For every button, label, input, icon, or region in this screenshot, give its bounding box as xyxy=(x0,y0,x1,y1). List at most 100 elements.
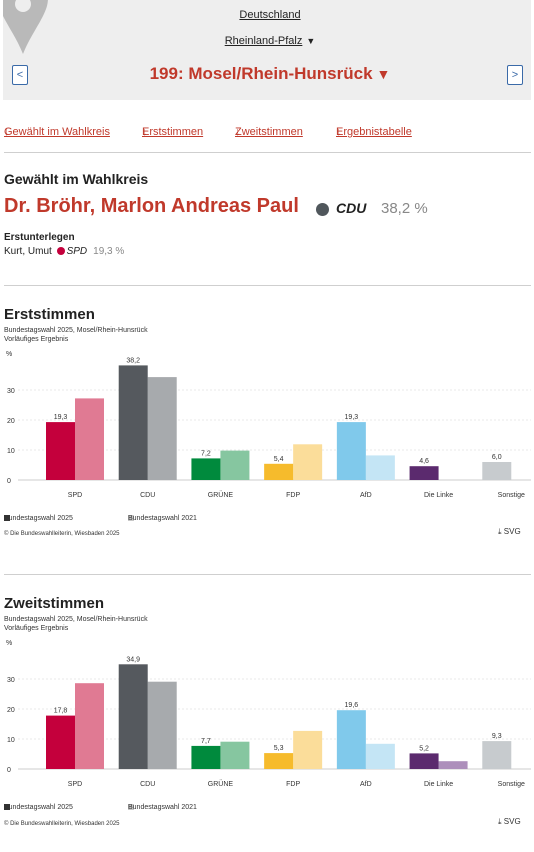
legend-swatch xyxy=(4,515,10,521)
legend-label: Bundestagswahl 2025 xyxy=(4,804,73,811)
elected-candidate-name: Dr. Bröhr, Marlon Andreas Paul xyxy=(4,195,299,217)
breadcrumb-state-label: Rheinland-Pfalz xyxy=(224,35,303,47)
x-tick-label: AfD xyxy=(360,492,372,499)
breadcrumb-state[interactable]: Rheinland-Pfalz ▼ xyxy=(3,35,531,47)
data-label: 7,7 xyxy=(201,738,211,745)
x-tick-label: FDP xyxy=(286,781,300,788)
x-tick-label: CDU xyxy=(140,781,155,788)
chart-title-zweitstimmen: Zweitstimmen xyxy=(4,595,105,612)
data-label: 19,3 xyxy=(345,414,359,421)
runnerup-name: Kurt, Umut xyxy=(4,246,52,257)
x-tick-label: SPD xyxy=(68,781,82,788)
x-tick-label: Sonstige xyxy=(498,492,525,499)
svg-download-link[interactable]: ⤓ SVG xyxy=(498,527,521,537)
legend-label: Bundestagswahl 2021 xyxy=(128,515,197,522)
next-wahlkreis-button[interactable]: > xyxy=(507,65,523,85)
bar-2021[interactable] xyxy=(220,741,250,769)
data-label: 19,3 xyxy=(54,414,68,421)
download-icon: ⤓ xyxy=(498,817,502,826)
bar-2025[interactable] xyxy=(118,664,148,769)
data-label: 5,4 xyxy=(274,456,284,463)
chart-subtitle: Bundestagswahl 2025, Mosel/Rhein-Hunsrüc… xyxy=(4,615,148,633)
data-label: 6,0 xyxy=(492,454,502,461)
svg-download-link[interactable]: ⤓ SVG xyxy=(498,817,521,827)
x-tick-label: Die Linke xyxy=(424,781,453,788)
legend-label: Bundestagswahl 2021 xyxy=(128,804,197,811)
bar-2025[interactable] xyxy=(336,710,366,769)
elected-heading: Gewählt im Wahlkreis xyxy=(4,171,149,187)
runnerup-party: SPD xyxy=(66,246,88,257)
bar-2021[interactable] xyxy=(147,377,177,480)
jumplink-label: Erststimmen xyxy=(142,126,204,138)
bar-2025[interactable] xyxy=(191,458,221,480)
divider xyxy=(4,285,531,286)
bar-2025[interactable] xyxy=(46,422,75,480)
data-label: 38,2 xyxy=(126,357,140,364)
data-label: 19,6 xyxy=(345,702,359,709)
chart-subtitle-line: Vorläufiges Ergebnis xyxy=(4,336,69,343)
x-tick-label: Die Linke xyxy=(424,492,453,499)
bar-2025[interactable] xyxy=(264,753,294,769)
download-icon: ⤓ xyxy=(498,527,502,536)
chevron-left-icon: < xyxy=(16,69,24,81)
arrow-down-icon: ↓ xyxy=(142,126,148,138)
x-tick-label: FDP xyxy=(286,492,300,499)
bar-2025[interactable] xyxy=(264,463,294,480)
bar-2025[interactable] xyxy=(191,745,221,769)
bar-2025[interactable] xyxy=(336,422,366,480)
chevron-right-icon: > xyxy=(511,69,519,81)
chevron-down-icon: ▼ xyxy=(306,36,316,46)
erststimmen-chart: % 0 10 20 30 19,3 SPD 38,2 CDU 7,2 GRÜNE 5,4 FDP 19,3… xyxy=(6,351,531,499)
x-tick-label: CDU xyxy=(140,492,155,499)
svg-download-label: SVG xyxy=(503,817,521,826)
bar-2025[interactable] xyxy=(409,466,439,480)
bar-2021[interactable] xyxy=(438,761,468,769)
legend-swatch xyxy=(128,804,134,810)
bar-2025[interactable] xyxy=(482,741,512,769)
chevron-down-icon: ▼ xyxy=(376,66,391,82)
runnerup-percent: 19,3 % xyxy=(93,246,125,257)
data-label: 7,2 xyxy=(201,450,211,457)
data-label: 5,2 xyxy=(419,745,429,752)
jumplink-label: Ergebnistabelle xyxy=(336,126,412,138)
bar-2021[interactable] xyxy=(293,444,323,480)
bar-2021[interactable] xyxy=(220,450,250,480)
arrow-down-icon: ↓ xyxy=(235,126,241,138)
bar-2021[interactable] xyxy=(147,681,177,769)
runnerup-heading: Erstunterlegen xyxy=(4,232,75,243)
divider xyxy=(4,152,531,153)
chart-subtitle-line: Bundestagswahl 2025, Mosel/Rhein-Hunsrüc… xyxy=(4,327,148,334)
y-tick-label: 10 xyxy=(7,737,15,744)
previous-wahlkreis-button[interactable]: < xyxy=(12,65,28,85)
x-tick-label: SPD xyxy=(68,492,82,499)
x-tick-label: GRÜNE xyxy=(208,491,234,499)
divider xyxy=(4,574,531,575)
bar-2021[interactable] xyxy=(75,398,104,480)
bar-2025[interactable] xyxy=(46,715,75,769)
y-tick-label: 20 xyxy=(7,418,15,425)
x-tick-label: AfD xyxy=(360,781,372,788)
bar-2025[interactable] xyxy=(118,365,148,480)
svg-download-label: SVG xyxy=(503,527,521,536)
breadcrumb-country[interactable]: Deutschland xyxy=(239,9,301,21)
bar-2025[interactable] xyxy=(482,462,512,480)
party-label: CDU xyxy=(336,200,367,216)
bar-2021[interactable] xyxy=(365,743,395,769)
data-label: 34,9 xyxy=(126,656,140,663)
data-label: 4,6 xyxy=(419,458,429,465)
y-tick-label: 30 xyxy=(7,677,15,684)
bar-2025[interactable] xyxy=(409,753,439,769)
chart-credit: © Die Bundeswahlleiterin, Wiesbaden 2025 xyxy=(4,821,120,827)
bar-2021[interactable] xyxy=(365,455,395,480)
bar-2021[interactable] xyxy=(293,730,323,769)
zweitstimmen-chart: % 0 10 20 30 17,8 SPD 34,9 CDU 7,7 GRÜNE 5,3 FDP 19,6… xyxy=(6,640,531,788)
wahlkreis-title[interactable]: 199: Mosel/Rhein-Hunsrück ▼ xyxy=(3,64,531,84)
runnerup-candidate: Kurt, Umut SPD 19,3 % xyxy=(4,246,124,257)
data-label: 17,8 xyxy=(54,708,68,715)
wahlkreis-title-label: 199: Mosel/Rhein-Hunsrück xyxy=(149,64,373,83)
party-color-dot xyxy=(316,202,329,216)
legend-label: Bundestagswahl 2025 xyxy=(4,515,73,522)
chart-title-erststimmen: Erststimmen xyxy=(4,306,95,323)
bar-2021[interactable] xyxy=(75,683,104,769)
data-label: 5,3 xyxy=(274,745,284,752)
